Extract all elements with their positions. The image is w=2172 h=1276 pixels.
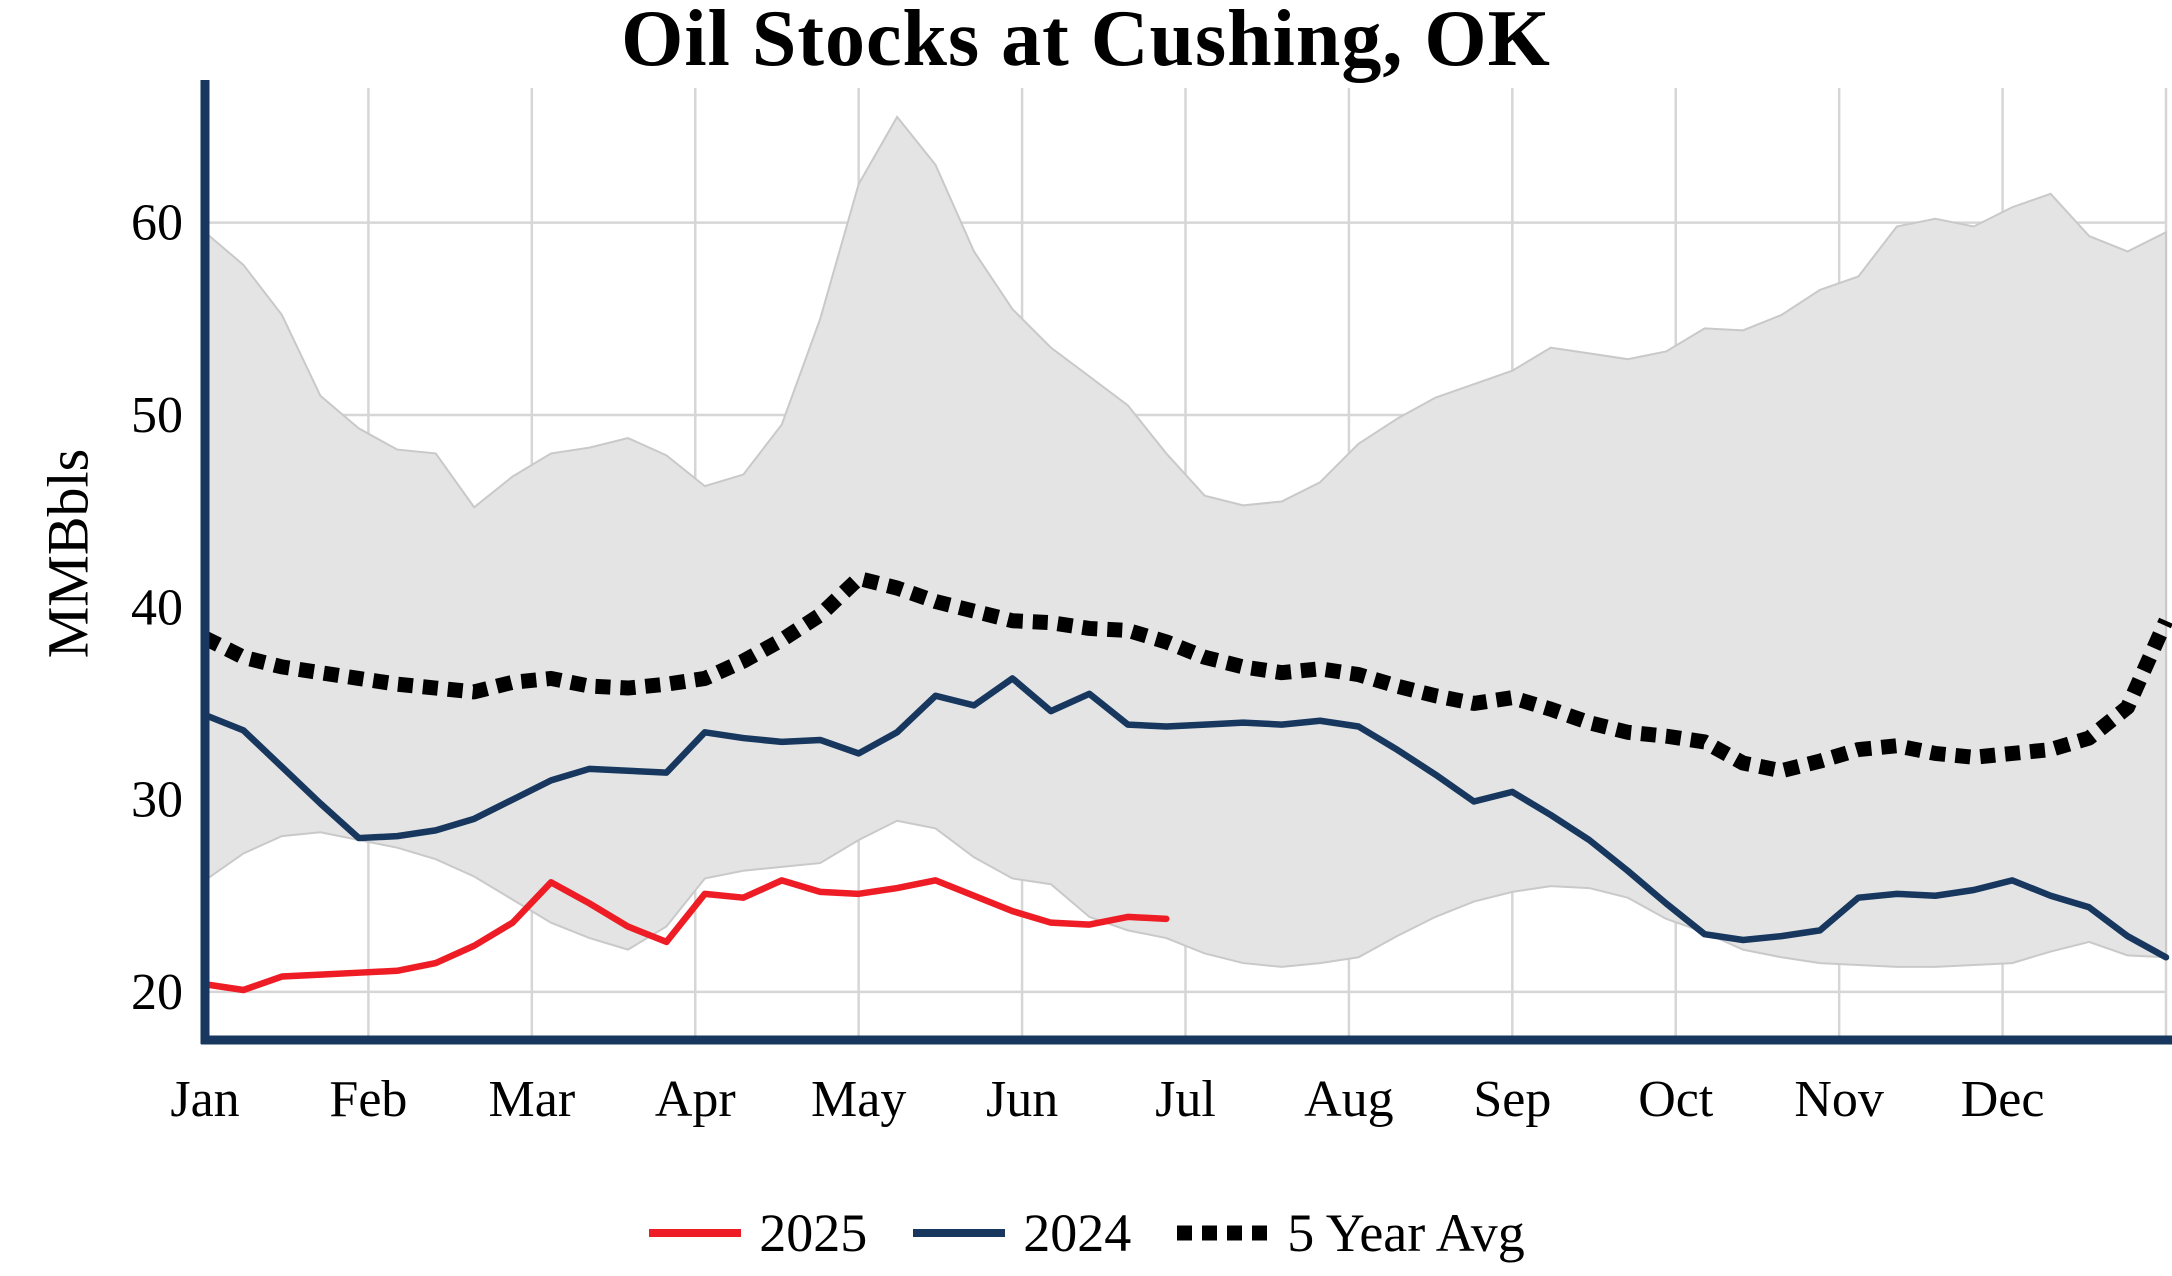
legend-label: 5 Year Avg <box>1287 1203 1525 1263</box>
svg-text:Jan: Jan <box>170 1071 239 1128</box>
svg-text:50: 50 <box>131 387 183 444</box>
svg-text:40: 40 <box>131 579 183 636</box>
legend-item-5-year-avg: 5 Year Avg <box>1175 1202 1525 1264</box>
y-tick-labels: 20 30 40 50 60 <box>131 195 183 1021</box>
line-2025 <box>201 877 1170 994</box>
legend-label: 2024 <box>1023 1203 1132 1263</box>
svg-text:Oct: Oct <box>1638 1071 1714 1128</box>
svg-text:Feb: Feb <box>329 1071 407 1128</box>
legend-swatch-2025 <box>649 1229 742 1237</box>
chart-title: Oil Stocks at Cushing, OK <box>621 0 1551 83</box>
legend-item-2025: 2025 <box>647 1202 867 1264</box>
svg-text:Mar: Mar <box>489 1071 576 1128</box>
svg-text:30: 30 <box>131 772 183 829</box>
legend-swatch-5-year-avg <box>1177 1225 1270 1241</box>
svg-text:Aug: Aug <box>1304 1071 1394 1128</box>
svg-text:60: 60 <box>131 195 183 252</box>
line-5-year-avg <box>201 570 2172 779</box>
legend-item-2024: 2024 <box>911 1202 1131 1264</box>
svg-text:Sep: Sep <box>1473 1071 1551 1128</box>
line-2024 <box>201 675 2170 961</box>
svg-text:Jul: Jul <box>1155 1071 1216 1128</box>
svg-text:May: May <box>811 1071 906 1128</box>
svg-text:Apr: Apr <box>655 1071 736 1128</box>
x-tick-labels: Jan Feb Mar Apr May Jun Jul Aug Sep Oct Nov Dec <box>170 1071 2044 1128</box>
svg-text:Dec: Dec <box>1961 1071 2045 1128</box>
svg-text:20: 20 <box>131 964 183 1021</box>
legend: 2025 2024 5 Year Avg <box>0 1202 2172 1264</box>
svg-text:Jun: Jun <box>986 1071 1058 1128</box>
axes <box>200 80 2172 1045</box>
legend-swatch-2024 <box>913 1229 1006 1237</box>
svg-text:Nov: Nov <box>1794 1071 1884 1128</box>
legend-label: 2025 <box>759 1203 868 1263</box>
